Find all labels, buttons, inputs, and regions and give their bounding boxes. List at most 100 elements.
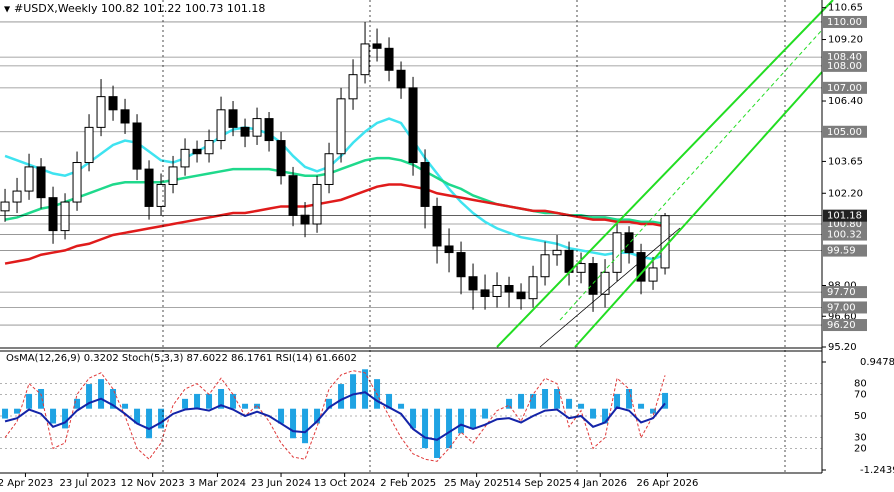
osma-bar	[422, 408, 429, 449]
moving-average	[4, 183, 666, 265]
osma-bar	[62, 408, 69, 429]
osma-bar	[662, 392, 669, 409]
x-tick-label: 3 Mar 2024	[189, 478, 246, 489]
candle-body	[468, 276, 478, 291]
y-tick-label: 98.00	[828, 281, 857, 292]
level-box	[823, 228, 867, 241]
osma-bar	[434, 408, 441, 458]
osma-bar	[218, 388, 225, 409]
level-label: 108.00	[827, 61, 862, 72]
osma-bar	[182, 398, 189, 409]
level-label: 108.40	[827, 52, 862, 63]
last-price-label: 101.18	[827, 211, 862, 222]
candle-body	[612, 232, 622, 273]
level-box	[823, 15, 867, 28]
level-box	[823, 286, 867, 299]
level-label: 97.00	[827, 302, 856, 313]
candle-body	[528, 276, 538, 300]
candle-body	[228, 109, 238, 128]
candle-body	[108, 96, 118, 111]
candle-body	[60, 201, 70, 232]
y-tick-label: 103.65	[828, 156, 863, 167]
candle-body	[480, 289, 490, 297]
osma-bar	[122, 403, 129, 409]
x-tick-label: 2 Apr 2023	[0, 478, 53, 489]
y-tick-label: 0.9478	[860, 357, 894, 368]
level-label: 105.00	[827, 127, 862, 138]
candle-body	[48, 197, 58, 232]
candle-body	[180, 148, 190, 168]
x-tick-label: 14 Sep 2025	[509, 478, 572, 489]
candle-body	[0, 201, 10, 212]
osma-bar	[158, 408, 165, 429]
candle-body	[36, 166, 46, 199]
osma-bar	[410, 408, 417, 429]
osma-bar	[74, 398, 81, 409]
moving-average	[4, 117, 666, 261]
candle-body	[252, 118, 262, 137]
chart-title: #USDX,Weekly 100.82 101.22 100.73 101.18	[14, 2, 265, 15]
candle-body	[660, 215, 670, 269]
candle-body	[84, 126, 94, 164]
candle-body	[264, 118, 274, 142]
osma-bar	[38, 388, 45, 409]
candle-body	[492, 285, 502, 297]
candle-body	[240, 126, 250, 137]
candle-body	[96, 96, 106, 128]
level-label: 100.80	[827, 219, 862, 230]
osma-bar	[470, 408, 477, 429]
level-label: 100.32	[827, 230, 862, 241]
x-tick-label: 23 Jul 2023	[60, 478, 117, 489]
osma-bar	[362, 369, 369, 409]
candle-body	[384, 47, 394, 71]
osma-bar	[578, 403, 585, 409]
osma-bar	[590, 408, 597, 419]
osma-bar	[638, 403, 645, 409]
candle-body	[120, 109, 130, 124]
osma-bar	[86, 384, 93, 409]
candle-body	[540, 254, 550, 278]
osma-bar	[554, 388, 561, 409]
x-tick-label: 2 Feb 2025	[380, 478, 436, 489]
x-tick-label: 26 Apr 2026	[637, 478, 699, 489]
osma-bar	[194, 393, 201, 409]
y2-tick-label: 20	[854, 443, 867, 454]
osma-bar	[626, 388, 633, 409]
candle-body	[420, 162, 430, 207]
osma-bar	[242, 403, 249, 409]
osma-bar	[398, 403, 405, 409]
candle-body	[204, 140, 214, 155]
candle-body	[456, 252, 466, 278]
osma-bar	[506, 398, 513, 409]
candle-body	[144, 168, 154, 207]
rsi-line	[4, 391, 666, 441]
osma-bar	[446, 408, 453, 449]
x-tick-label: 23 Jun 2024	[251, 478, 311, 489]
candle-body	[12, 190, 22, 203]
osma-bar	[338, 384, 345, 409]
osma-bar	[566, 398, 573, 409]
y-tick-label: 109.20	[828, 35, 863, 46]
osma-bar	[146, 408, 153, 439]
x-tick-label: 12 Nov 2023	[121, 478, 185, 489]
osma-bar	[542, 388, 549, 409]
candle-body	[444, 245, 454, 254]
candle-body	[72, 162, 82, 203]
osma-bar	[14, 408, 21, 414]
candle-body	[300, 214, 310, 225]
osma-bar	[206, 393, 213, 409]
candle-body	[372, 43, 382, 49]
x-tick-label: 4 Jan 2026	[573, 478, 627, 489]
level-label: 107.00	[827, 83, 862, 94]
osma-bar	[614, 393, 621, 409]
osma-bar	[26, 393, 33, 409]
candle-body	[360, 43, 370, 76]
level-label: 96.20	[827, 320, 856, 331]
candle-body	[156, 183, 166, 207]
y-tick-label: -1.2439	[860, 465, 894, 476]
osma-bar	[98, 379, 105, 409]
osma-bar	[326, 398, 333, 409]
dropdown-icon[interactable]: ▼	[4, 5, 11, 14]
y2-tick-label: 80	[854, 379, 867, 390]
